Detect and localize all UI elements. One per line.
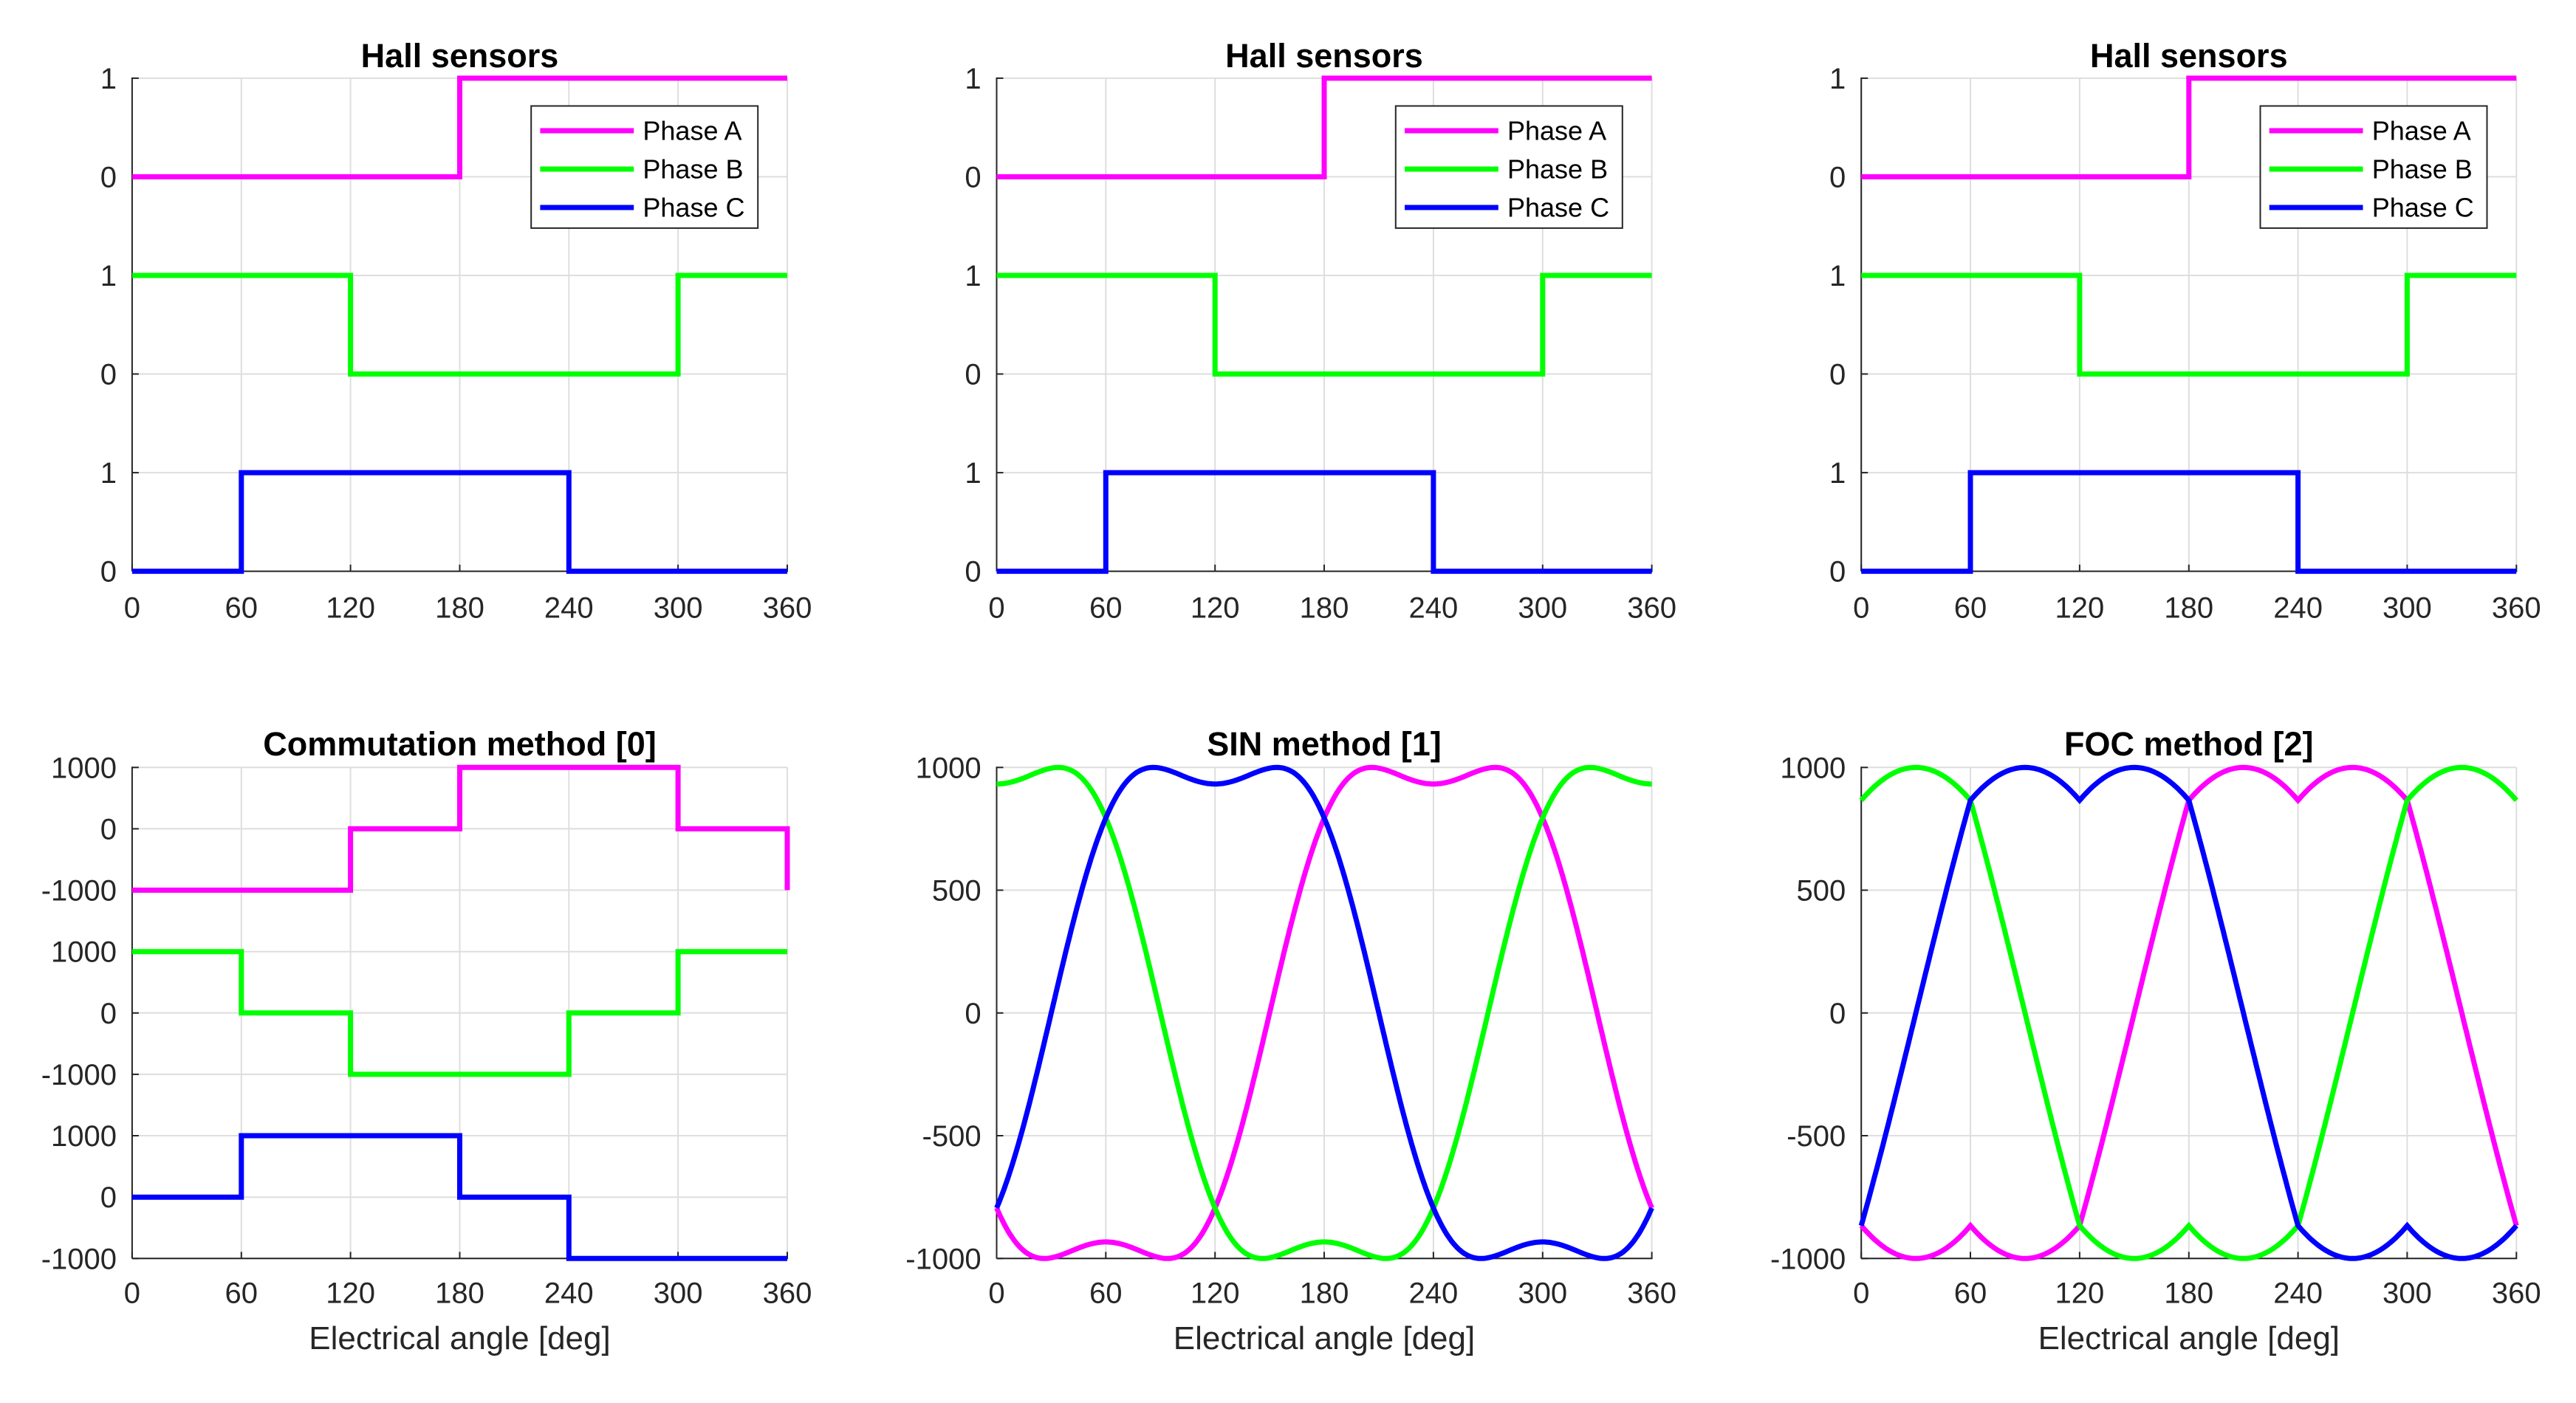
- svg-text:FOC method [2]: FOC method [2]: [2064, 725, 2313, 763]
- svg-text:240: 240: [1409, 592, 1459, 625]
- svg-text:0: 0: [1829, 359, 1846, 391]
- svg-text:180: 180: [1300, 592, 1349, 625]
- svg-text:360: 360: [763, 592, 812, 625]
- svg-text:500: 500: [932, 875, 982, 908]
- svg-text:-1000: -1000: [41, 875, 117, 908]
- svg-text:1000: 1000: [51, 936, 117, 969]
- svg-text:0: 0: [124, 592, 140, 625]
- svg-text:60: 60: [1954, 592, 1987, 625]
- svg-text:240: 240: [544, 1277, 594, 1310]
- svg-text:0: 0: [1829, 998, 1846, 1030]
- svg-text:Hall sensors: Hall sensors: [361, 37, 559, 75]
- svg-text:0: 0: [124, 1277, 140, 1310]
- svg-text:180: 180: [2164, 1277, 2213, 1310]
- svg-text:120: 120: [326, 1277, 375, 1310]
- svg-text:240: 240: [544, 592, 594, 625]
- svg-text:1000: 1000: [1780, 752, 1846, 784]
- svg-text:0: 0: [1853, 592, 1869, 625]
- svg-text:120: 120: [1191, 592, 1240, 625]
- svg-text:1: 1: [100, 457, 117, 490]
- svg-text:0: 0: [965, 359, 981, 391]
- svg-text:Phase C: Phase C: [643, 192, 744, 222]
- svg-text:300: 300: [1518, 592, 1567, 625]
- svg-text:0: 0: [988, 1277, 1004, 1310]
- svg-text:SIN method [1]: SIN method [1]: [1207, 725, 1442, 763]
- svg-text:120: 120: [326, 592, 375, 625]
- svg-text:1000: 1000: [916, 752, 982, 784]
- svg-text:300: 300: [2383, 1277, 2432, 1310]
- svg-text:1: 1: [965, 457, 981, 490]
- svg-text:0: 0: [100, 161, 117, 193]
- svg-text:Phase B: Phase B: [643, 154, 743, 184]
- svg-text:Phase C: Phase C: [1507, 192, 1609, 222]
- svg-text:0: 0: [100, 998, 117, 1030]
- svg-text:Phase A: Phase A: [2372, 115, 2471, 145]
- svg-text:60: 60: [1089, 1277, 1123, 1310]
- svg-text:Hall sensors: Hall sensors: [2090, 37, 2288, 75]
- svg-text:360: 360: [1627, 592, 1676, 625]
- svg-text:Phase B: Phase B: [2372, 154, 2473, 184]
- svg-text:0: 0: [100, 556, 117, 589]
- svg-text:0: 0: [965, 998, 981, 1030]
- svg-text:60: 60: [1954, 1277, 1987, 1310]
- svg-text:1: 1: [965, 260, 981, 292]
- svg-text:120: 120: [1191, 1277, 1240, 1310]
- svg-text:0: 0: [965, 161, 981, 193]
- svg-text:300: 300: [654, 1277, 703, 1310]
- svg-text:60: 60: [1089, 592, 1123, 625]
- svg-text:240: 240: [2273, 592, 2323, 625]
- svg-text:1: 1: [1829, 260, 1846, 292]
- svg-text:Phase A: Phase A: [643, 115, 741, 145]
- svg-text:-1000: -1000: [905, 1243, 981, 1275]
- svg-text:-500: -500: [1787, 1120, 1846, 1153]
- svg-text:0: 0: [100, 359, 117, 391]
- svg-text:0: 0: [1829, 161, 1846, 193]
- svg-text:1: 1: [965, 63, 981, 95]
- svg-text:1: 1: [1829, 457, 1846, 490]
- svg-text:300: 300: [1518, 1277, 1567, 1310]
- svg-text:180: 180: [435, 1277, 484, 1310]
- svg-text:300: 300: [654, 592, 703, 625]
- svg-text:Phase A: Phase A: [1507, 115, 1606, 145]
- svg-text:1: 1: [100, 260, 117, 292]
- svg-text:-1000: -1000: [1770, 1243, 1846, 1275]
- svg-text:Electrical angle [deg]: Electrical angle [deg]: [1174, 1320, 1475, 1356]
- svg-text:240: 240: [1409, 1277, 1459, 1310]
- svg-text:-1000: -1000: [41, 1059, 117, 1091]
- svg-text:-1000: -1000: [41, 1243, 117, 1275]
- svg-text:300: 300: [2383, 592, 2432, 625]
- svg-text:500: 500: [1797, 875, 1846, 908]
- svg-text:0: 0: [965, 556, 981, 589]
- svg-text:Commutation method [0]: Commutation method [0]: [263, 725, 656, 763]
- svg-text:0: 0: [100, 1181, 117, 1214]
- svg-text:360: 360: [2492, 592, 2541, 625]
- svg-text:Phase C: Phase C: [2372, 192, 2474, 222]
- svg-text:60: 60: [225, 1277, 258, 1310]
- svg-text:-500: -500: [922, 1120, 982, 1153]
- svg-text:0: 0: [100, 813, 117, 845]
- svg-text:0: 0: [1829, 556, 1846, 589]
- svg-text:1000: 1000: [51, 752, 117, 784]
- svg-text:Hall sensors: Hall sensors: [1225, 37, 1423, 75]
- svg-text:360: 360: [763, 1277, 812, 1310]
- svg-text:120: 120: [2055, 592, 2105, 625]
- svg-text:Electrical angle [deg]: Electrical angle [deg]: [2038, 1320, 2340, 1356]
- svg-text:240: 240: [2273, 1277, 2323, 1310]
- svg-text:360: 360: [2492, 1277, 2541, 1310]
- svg-text:60: 60: [225, 592, 258, 625]
- svg-text:120: 120: [2055, 1277, 2105, 1310]
- svg-text:180: 180: [435, 592, 484, 625]
- svg-text:0: 0: [988, 592, 1004, 625]
- svg-text:1: 1: [100, 63, 117, 95]
- svg-text:180: 180: [2164, 592, 2213, 625]
- svg-text:0: 0: [1853, 1277, 1869, 1310]
- svg-text:1000: 1000: [51, 1120, 117, 1153]
- svg-text:Phase B: Phase B: [1507, 154, 1608, 184]
- svg-text:1: 1: [1829, 63, 1846, 95]
- svg-text:180: 180: [1300, 1277, 1349, 1310]
- svg-text:360: 360: [1627, 1277, 1676, 1310]
- svg-text:Electrical angle [deg]: Electrical angle [deg]: [309, 1320, 610, 1356]
